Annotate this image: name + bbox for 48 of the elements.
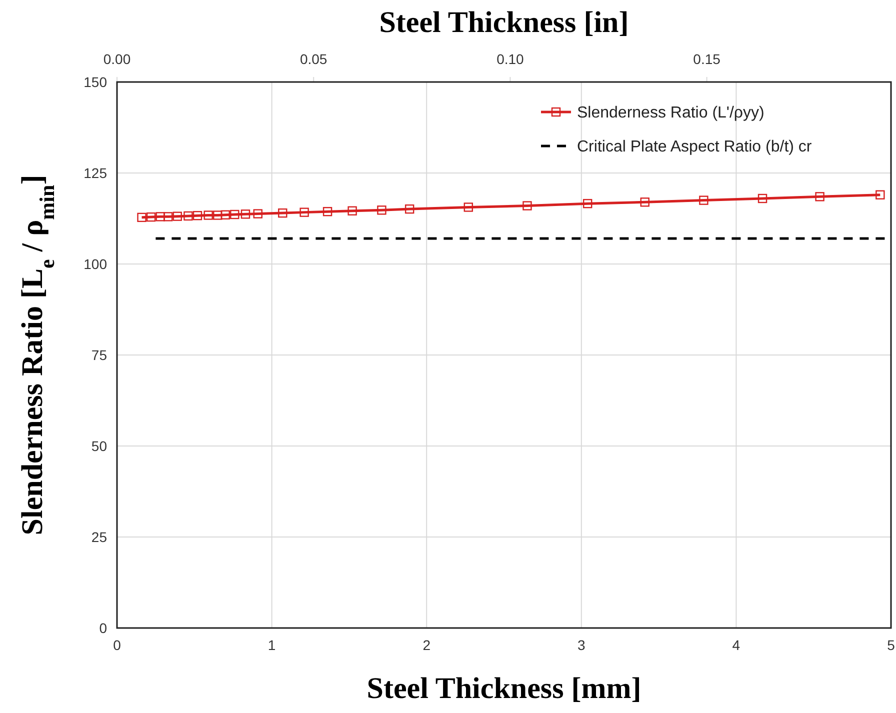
point	[640, 198, 650, 207]
x-axis-title: Steel Thickness [mm]	[366, 672, 642, 705]
y-tick-label: 75	[91, 346, 108, 363]
point	[876, 190, 885, 200]
point	[213, 210, 222, 220]
x2-tick-label: 0.15	[693, 51, 721, 67]
point	[163, 212, 173, 222]
x-tick-label: 1	[268, 637, 276, 653]
y-tick-label: 25	[91, 528, 108, 545]
point	[220, 210, 230, 220]
point	[172, 212, 182, 221]
legend-label: Slenderness Ratio (L'/ρyy)	[577, 104, 764, 122]
point	[815, 192, 824, 202]
y-tick-label: 125	[84, 164, 108, 181]
point	[404, 204, 414, 214]
point	[253, 209, 262, 218]
y-tick-label: 100	[84, 256, 108, 272]
x2-axis-title: Steel Thickness [in]	[379, 6, 629, 39]
point	[322, 206, 332, 216]
x2-tick-label: 0.05	[300, 51, 328, 67]
point	[240, 210, 250, 219]
y-tick-label: 150	[84, 74, 108, 90]
y-tick-label: 0	[99, 620, 108, 636]
x-tick-label: 3	[578, 637, 586, 653]
point	[464, 202, 473, 212]
point	[156, 212, 165, 222]
point	[348, 206, 357, 216]
x2-tick-label: 0.00	[103, 51, 131, 67]
legend-label: Critical Plate Aspect Ratio (b/t) cr	[577, 138, 812, 156]
point	[582, 198, 592, 208]
point	[192, 210, 202, 220]
point	[204, 210, 213, 220]
point	[522, 201, 532, 210]
point	[278, 208, 288, 218]
x-tick-label: 2	[422, 637, 431, 653]
x-tick-label: 0	[113, 637, 122, 653]
point	[230, 210, 240, 220]
y-tick-label: 50	[91, 438, 108, 454]
point	[300, 208, 309, 217]
point	[137, 212, 146, 222]
x2-tick-label: 0.10	[496, 51, 524, 67]
point	[146, 212, 156, 222]
x-tick-label: 5	[887, 637, 896, 653]
point	[184, 211, 193, 221]
x-tick-label: 4	[732, 637, 740, 653]
point	[377, 206, 386, 215]
point	[758, 194, 768, 204]
point	[699, 196, 708, 205]
